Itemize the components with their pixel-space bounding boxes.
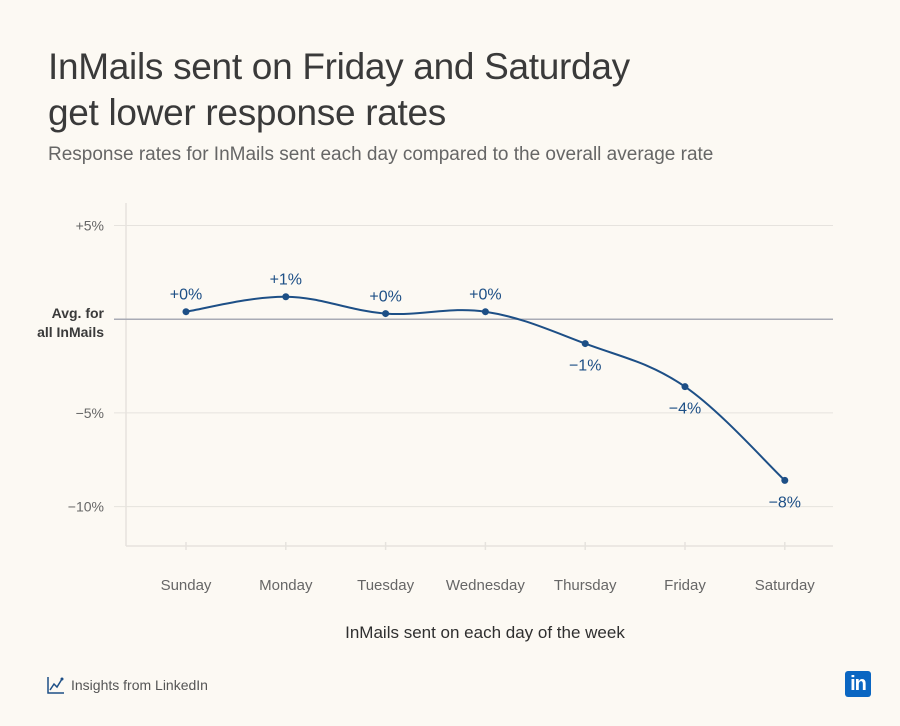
y-tick-label: +5%	[76, 217, 104, 233]
x-tick-label: Saturday	[755, 577, 816, 594]
data-point	[282, 293, 290, 301]
chart-title: InMails sent on Friday and Saturday get …	[48, 46, 630, 133]
data-point	[581, 340, 589, 348]
data-point	[481, 308, 489, 316]
chart-subtitle: Response rates for InMails sent each day…	[48, 144, 714, 165]
data-label: −8%	[769, 494, 801, 511]
data-label: +0%	[170, 287, 202, 304]
y-tick-label: −10%	[68, 499, 104, 515]
x-tick-label: Friday	[664, 577, 706, 594]
data-point	[781, 476, 789, 484]
line-chart-icon	[47, 677, 64, 694]
data-label: +1%	[270, 272, 302, 289]
data-point	[182, 308, 190, 316]
x-tick-label: Monday	[259, 577, 313, 594]
source-text: Insights from LinkedIn	[71, 677, 208, 693]
data-label: +0%	[469, 287, 501, 304]
footer-source: Insights from LinkedIn	[47, 676, 208, 694]
linkedin-logo: in	[845, 671, 871, 697]
data-point	[681, 383, 689, 391]
y-tick-label: −5%	[76, 405, 104, 421]
data-label: −4%	[669, 401, 701, 418]
data-label: −1%	[569, 358, 601, 375]
x-tick-label: Wednesday	[446, 577, 525, 594]
x-tick-label: Tuesday	[357, 577, 414, 594]
series-line	[185, 295, 786, 482]
x-tick-label: Thursday	[554, 577, 617, 594]
data-point	[382, 310, 390, 318]
x-axis-label: InMails sent on each day of the week	[345, 623, 625, 642]
y-tick-label: Avg. for all InMails	[37, 305, 104, 340]
x-tick-label: Sunday	[161, 577, 212, 594]
data-label: +0%	[369, 289, 401, 306]
